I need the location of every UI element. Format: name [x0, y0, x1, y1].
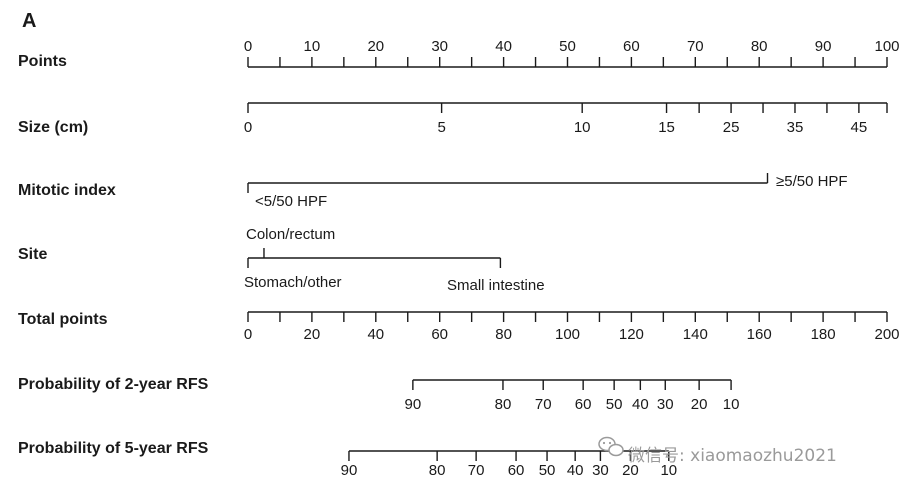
points-tick-label: 20 [367, 38, 384, 55]
total-points-tick-label: 140 [683, 326, 708, 343]
points-tick-label: 50 [559, 38, 576, 55]
row-label-site: Site [18, 246, 47, 263]
points-tick-label: 80 [751, 38, 768, 55]
points-tick-label: 70 [687, 38, 704, 55]
rfs2-tick-label: 90 [405, 396, 422, 413]
points-tick-label: 90 [815, 38, 832, 55]
total-points-tick-label: 80 [495, 326, 512, 343]
rfs2-tick-label: 30 [657, 396, 674, 413]
rfs5-tick-label: 20 [622, 462, 639, 479]
rfs5-tick-label: 60 [508, 462, 525, 479]
total-points-tick-label: 40 [367, 326, 384, 343]
points-tick-label: 0 [244, 38, 252, 55]
watermark: 微信号: xiaomaozhu2021 [598, 436, 837, 466]
row-label-size: Size (cm) [18, 119, 88, 136]
points-tick-label: 30 [431, 38, 448, 55]
rfs2-tick-label: 80 [495, 396, 512, 413]
site-category-label: Colon/rectum [246, 226, 335, 243]
rfs5-tick-label: 40 [567, 462, 584, 479]
size-tick-label: 10 [574, 119, 591, 136]
row-label-rfs-2yr: Probability of 2-year RFS [18, 376, 209, 393]
panel-label: A [22, 10, 36, 32]
wechat-icon [598, 436, 624, 457]
rfs5-tick-label: 30 [592, 462, 609, 479]
size-tick-label: 25 [723, 119, 740, 136]
row-label-points: Points [18, 53, 67, 70]
rfs5-tick-label: 10 [660, 462, 677, 479]
rfs5-tick-label: 50 [539, 462, 556, 479]
total-points-tick-label: 20 [304, 326, 321, 343]
rfs2-tick-label: 10 [723, 396, 740, 413]
row-label-rfs-5yr: Probability of 5-year RFS [18, 440, 209, 457]
mitotic-category-label: <5/50 HPF [255, 193, 327, 210]
points-tick-label: 40 [495, 38, 512, 55]
total-points-tick-label: 200 [874, 326, 899, 343]
points-tick-label: 10 [304, 38, 321, 55]
rfs2-tick-label: 20 [691, 396, 708, 413]
rfs5-tick-label: 80 [429, 462, 446, 479]
total-points-tick-label: 120 [619, 326, 644, 343]
rfs2-tick-label: 60 [575, 396, 592, 413]
rfs2-tick-label: 50 [606, 396, 623, 413]
row-label-total-points: Total points [18, 311, 108, 328]
total-points-tick-label: 60 [431, 326, 448, 343]
rfs5-tick-label: 90 [341, 462, 358, 479]
site-category-label: Stomach/other [244, 274, 342, 291]
size-tick-label: 0 [244, 119, 252, 136]
points-tick-label: 60 [623, 38, 640, 55]
size-tick-label: 5 [437, 119, 445, 136]
total-points-tick-label: 160 [747, 326, 772, 343]
size-tick-label: 35 [787, 119, 804, 136]
site-category-label: Small intestine [447, 277, 545, 294]
rfs2-tick-label: 40 [632, 396, 649, 413]
mitotic-category-label: ≥5/50 HPF [776, 173, 848, 190]
total-points-tick-label: 0 [244, 326, 252, 343]
rfs2-tick-label: 70 [535, 396, 552, 413]
rfs5-tick-label: 70 [468, 462, 485, 479]
total-points-tick-label: 180 [811, 326, 836, 343]
total-points-tick-label: 100 [555, 326, 580, 343]
size-tick-label: 15 [658, 119, 675, 136]
points-tick-label: 100 [874, 38, 899, 55]
size-tick-label: 45 [851, 119, 868, 136]
row-label-mitotic-index: Mitotic index [18, 182, 116, 199]
watermark-text: 微信号: xiaomaozhu2021 [628, 446, 837, 466]
